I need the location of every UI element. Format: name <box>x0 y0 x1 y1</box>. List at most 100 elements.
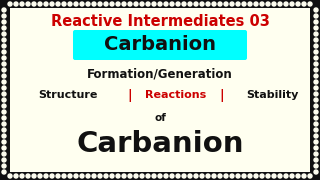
Circle shape <box>296 2 300 6</box>
Circle shape <box>200 174 204 178</box>
Circle shape <box>2 32 6 36</box>
Circle shape <box>314 8 318 12</box>
Circle shape <box>2 116 6 120</box>
Circle shape <box>152 174 156 178</box>
Circle shape <box>314 104 318 108</box>
Circle shape <box>188 2 192 6</box>
Circle shape <box>236 2 240 6</box>
Circle shape <box>2 20 6 24</box>
Circle shape <box>32 2 36 6</box>
Circle shape <box>146 2 150 6</box>
Circle shape <box>314 116 318 120</box>
Circle shape <box>2 98 6 102</box>
Circle shape <box>158 2 162 6</box>
Circle shape <box>176 174 180 178</box>
Circle shape <box>314 26 318 30</box>
Circle shape <box>290 2 294 6</box>
Circle shape <box>314 170 318 174</box>
Circle shape <box>92 174 96 178</box>
Circle shape <box>140 2 144 6</box>
Circle shape <box>134 2 138 6</box>
Circle shape <box>212 2 216 6</box>
Circle shape <box>284 174 288 178</box>
Circle shape <box>314 44 318 48</box>
Text: Carbanion: Carbanion <box>76 130 244 158</box>
Circle shape <box>314 80 318 84</box>
Circle shape <box>2 110 6 114</box>
Text: Formation/Generation: Formation/Generation <box>87 68 233 80</box>
Circle shape <box>80 174 84 178</box>
Circle shape <box>2 44 6 48</box>
Circle shape <box>38 174 42 178</box>
Circle shape <box>278 174 282 178</box>
Text: of: of <box>154 113 166 123</box>
Circle shape <box>314 122 318 126</box>
Circle shape <box>272 174 276 178</box>
Circle shape <box>80 2 84 6</box>
Circle shape <box>314 140 318 144</box>
Circle shape <box>116 174 120 178</box>
Circle shape <box>44 174 48 178</box>
Circle shape <box>2 170 6 174</box>
Circle shape <box>2 8 6 12</box>
Circle shape <box>14 174 18 178</box>
Circle shape <box>314 152 318 156</box>
Circle shape <box>230 174 234 178</box>
Circle shape <box>2 146 6 150</box>
Circle shape <box>56 2 60 6</box>
Circle shape <box>170 174 174 178</box>
Circle shape <box>314 134 318 138</box>
Circle shape <box>104 2 108 6</box>
Circle shape <box>2 92 6 96</box>
Circle shape <box>140 174 144 178</box>
Circle shape <box>2 140 6 144</box>
Circle shape <box>224 174 228 178</box>
Circle shape <box>8 2 12 6</box>
Circle shape <box>92 2 96 6</box>
Circle shape <box>182 2 186 6</box>
Circle shape <box>74 174 78 178</box>
Circle shape <box>314 128 318 132</box>
Circle shape <box>14 2 18 6</box>
Circle shape <box>176 2 180 6</box>
Circle shape <box>50 174 54 178</box>
Circle shape <box>248 2 252 6</box>
Circle shape <box>314 68 318 72</box>
Circle shape <box>2 74 6 78</box>
Circle shape <box>122 174 126 178</box>
Text: Reactive Intermediates 03: Reactive Intermediates 03 <box>51 15 269 30</box>
Circle shape <box>134 174 138 178</box>
Circle shape <box>272 2 276 6</box>
Circle shape <box>314 56 318 60</box>
Circle shape <box>44 2 48 6</box>
Circle shape <box>170 2 174 6</box>
Circle shape <box>260 2 264 6</box>
Circle shape <box>38 2 42 6</box>
Circle shape <box>2 62 6 66</box>
Circle shape <box>122 2 126 6</box>
Circle shape <box>86 2 90 6</box>
Circle shape <box>2 80 6 84</box>
Circle shape <box>230 2 234 6</box>
Circle shape <box>194 2 198 6</box>
Circle shape <box>308 174 312 178</box>
Circle shape <box>98 2 102 6</box>
Circle shape <box>50 2 54 6</box>
Circle shape <box>164 2 168 6</box>
Circle shape <box>2 56 6 60</box>
Circle shape <box>2 38 6 42</box>
Circle shape <box>254 2 258 6</box>
Circle shape <box>242 2 246 6</box>
Circle shape <box>200 2 204 6</box>
Circle shape <box>314 164 318 168</box>
Circle shape <box>218 2 222 6</box>
Circle shape <box>68 174 72 178</box>
Circle shape <box>146 174 150 178</box>
Circle shape <box>2 128 6 132</box>
Text: Structure: Structure <box>38 90 98 100</box>
Circle shape <box>248 174 252 178</box>
Circle shape <box>2 122 6 126</box>
Circle shape <box>314 86 318 90</box>
Circle shape <box>284 2 288 6</box>
Circle shape <box>266 174 270 178</box>
